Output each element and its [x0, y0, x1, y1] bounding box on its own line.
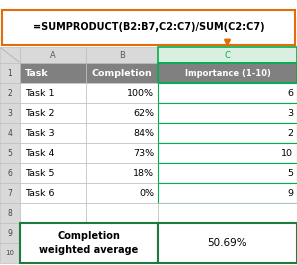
Bar — [158, 143, 297, 163]
Bar — [0, 203, 20, 223]
Bar — [158, 203, 297, 223]
Bar — [0, 103, 20, 123]
Bar — [86, 123, 158, 143]
Text: 0%: 0% — [139, 188, 154, 197]
Text: 5: 5 — [287, 169, 293, 178]
Bar — [158, 83, 297, 103]
Bar — [86, 63, 158, 83]
Text: 3: 3 — [287, 108, 293, 117]
Text: 100%: 100% — [127, 89, 154, 98]
Bar — [86, 83, 158, 103]
Bar — [0, 183, 20, 203]
Bar — [0, 143, 20, 163]
Bar — [20, 183, 86, 203]
Text: 10: 10 — [6, 250, 15, 256]
Bar — [158, 103, 297, 123]
Bar — [0, 223, 20, 243]
Bar — [0, 63, 20, 83]
Bar — [86, 183, 158, 203]
Text: 4: 4 — [7, 129, 12, 138]
Text: 84%: 84% — [133, 129, 154, 138]
Bar — [20, 63, 86, 83]
Bar — [20, 103, 86, 123]
Text: 6: 6 — [7, 169, 12, 178]
Text: 62%: 62% — [133, 108, 154, 117]
Bar — [20, 203, 86, 223]
Text: 73%: 73% — [133, 148, 154, 157]
Bar — [0, 83, 20, 103]
Bar — [86, 143, 158, 163]
Text: 9: 9 — [287, 188, 293, 197]
Text: Task 5: Task 5 — [25, 169, 55, 178]
Text: 6: 6 — [287, 89, 293, 98]
Text: 7: 7 — [7, 188, 12, 197]
Text: Task 6: Task 6 — [25, 188, 55, 197]
Text: Task 2: Task 2 — [25, 108, 55, 117]
Bar — [20, 123, 86, 143]
Text: C: C — [225, 51, 230, 60]
Bar — [20, 47, 86, 63]
Text: 5: 5 — [7, 148, 12, 157]
Bar — [158, 123, 297, 143]
Bar — [86, 47, 158, 63]
Text: Importance (1-10): Importance (1-10) — [184, 68, 271, 77]
Text: 9: 9 — [7, 228, 12, 237]
Bar — [0, 163, 20, 183]
Bar — [20, 83, 86, 103]
Text: 50.69%: 50.69% — [208, 238, 247, 248]
Text: 3: 3 — [7, 108, 12, 117]
Bar — [20, 223, 158, 263]
Bar — [0, 243, 20, 263]
Bar — [20, 143, 86, 163]
Bar — [158, 163, 297, 183]
Text: A: A — [50, 51, 56, 60]
Text: B: B — [119, 51, 125, 60]
Bar — [86, 163, 158, 183]
Text: 2: 2 — [8, 89, 12, 98]
Text: Completion
weighted average: Completion weighted average — [40, 231, 139, 255]
Text: 18%: 18% — [133, 169, 154, 178]
Text: 10: 10 — [281, 148, 293, 157]
Bar — [158, 183, 297, 203]
Text: Task 1: Task 1 — [25, 89, 55, 98]
Text: Task 4: Task 4 — [25, 148, 55, 157]
Bar — [2, 10, 295, 45]
Text: 1: 1 — [8, 68, 12, 77]
Text: =SUMPRODUCT(B2:B7,C2:C7)/SUM(C2:C7): =SUMPRODUCT(B2:B7,C2:C7)/SUM(C2:C7) — [33, 23, 264, 33]
Text: 8: 8 — [8, 209, 12, 218]
Bar — [158, 47, 297, 63]
Bar — [158, 223, 297, 263]
Bar — [0, 123, 20, 143]
Bar — [0, 47, 20, 63]
Text: Task: Task — [25, 68, 49, 77]
Bar — [20, 163, 86, 183]
Text: Task 3: Task 3 — [25, 129, 55, 138]
Text: 2: 2 — [287, 129, 293, 138]
Bar — [158, 63, 297, 83]
Bar — [86, 103, 158, 123]
Text: Completion: Completion — [92, 68, 152, 77]
Bar — [86, 203, 158, 223]
